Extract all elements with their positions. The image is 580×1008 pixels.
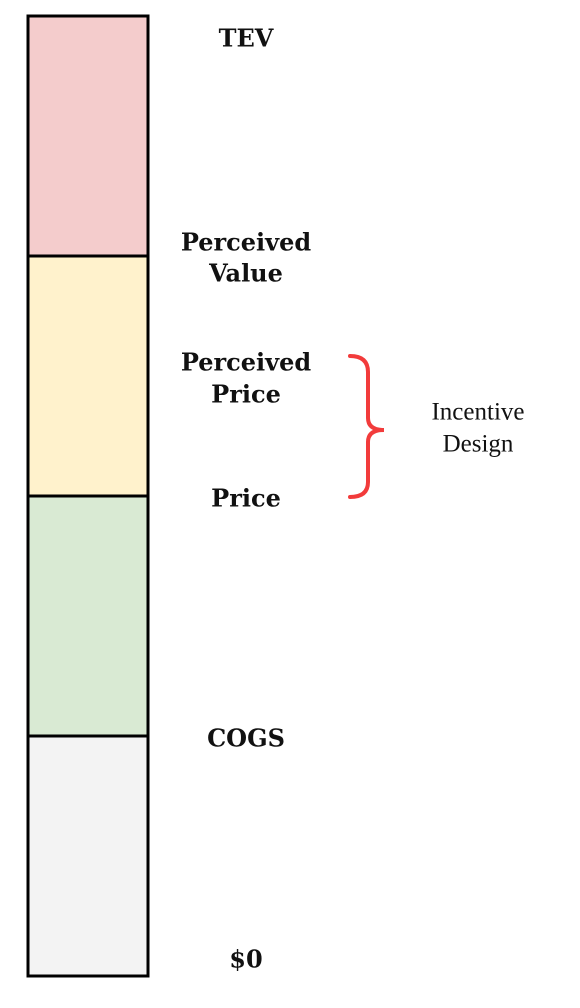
level-label: TEV: [219, 24, 274, 53]
tev-segment: [28, 16, 148, 256]
level-label: Price: [211, 380, 281, 409]
cogs-segment: [28, 736, 148, 976]
bracket-label: Incentive: [431, 399, 524, 426]
level-label: COGS: [207, 724, 285, 753]
level-label: Value: [208, 259, 283, 288]
price-segment: [28, 496, 148, 736]
level-label: Perceived: [181, 348, 312, 377]
level-label: Perceived: [181, 228, 312, 257]
brace: [348, 354, 385, 499]
value-segment: [28, 256, 148, 496]
level-label: Price: [211, 484, 281, 513]
level-label: $0: [229, 945, 262, 974]
bracket-label: Design: [443, 431, 514, 458]
